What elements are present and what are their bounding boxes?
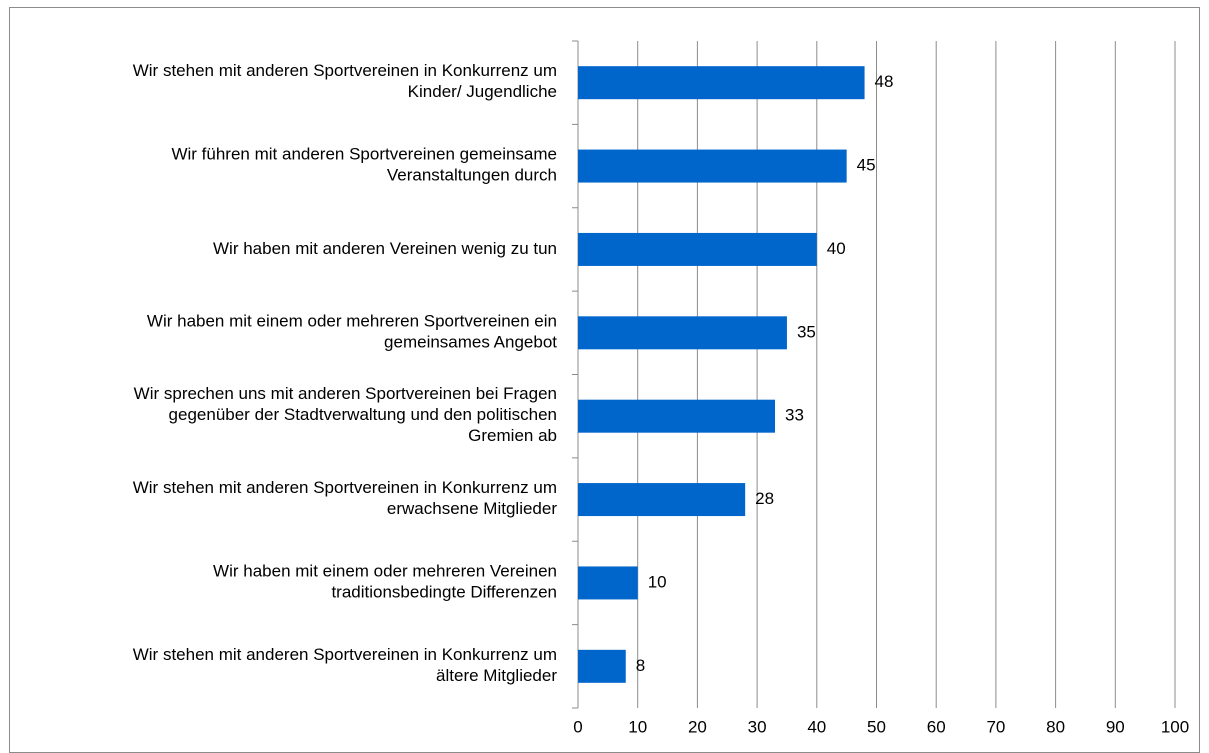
y-tick-label: Wir führen mit anderen Sportvereinen gem… xyxy=(171,145,557,185)
data-label: 40 xyxy=(827,239,846,258)
x-tick-label: 100 xyxy=(1161,717,1189,736)
y-tick-label: Wir haben mit einem oder mehreren Verein… xyxy=(213,562,557,602)
x-tick-label: 30 xyxy=(748,717,767,736)
x-tick-label: 80 xyxy=(1046,717,1065,736)
x-tick-label: 70 xyxy=(986,717,1005,736)
y-tick-label: Wir haben mit einem oder mehreren Sportv… xyxy=(147,312,557,352)
bar xyxy=(578,566,638,600)
x-tick-label: 40 xyxy=(807,717,826,736)
bar xyxy=(578,399,776,433)
data-label: 45 xyxy=(857,156,876,175)
bar xyxy=(578,649,626,683)
y-tick-label: Wir stehen mit anderen Sportvereinen in … xyxy=(133,479,558,519)
data-label: 35 xyxy=(797,322,816,341)
x-tick-label: 90 xyxy=(1106,717,1125,736)
x-tick-label: 20 xyxy=(688,717,707,736)
y-tick-label: Wir stehen mit anderen Sportvereinen in … xyxy=(133,62,557,102)
x-tick-label: 50 xyxy=(867,717,886,736)
x-tick-label: 0 xyxy=(573,717,582,736)
bar xyxy=(578,149,847,183)
bar xyxy=(578,66,865,100)
x-tick-label: 60 xyxy=(927,717,946,736)
data-label: 10 xyxy=(648,572,667,591)
y-tick-label: Wir haben mit anderen Vereinen wenig zu … xyxy=(213,239,557,258)
bar xyxy=(578,232,817,266)
x-tick-label: 10 xyxy=(628,717,647,736)
bar xyxy=(578,483,746,517)
data-label: 48 xyxy=(875,72,894,91)
chart-border xyxy=(9,7,1200,753)
data-label: 33 xyxy=(785,406,804,425)
y-tick-label: Wir stehen mit anderen Sportvereinen in … xyxy=(133,645,558,685)
data-label: 8 xyxy=(636,656,645,675)
bar xyxy=(578,316,787,350)
data-label: 28 xyxy=(755,489,774,508)
y-tick-label: Wir sprechen uns mit anderen Sportverein… xyxy=(134,385,557,446)
